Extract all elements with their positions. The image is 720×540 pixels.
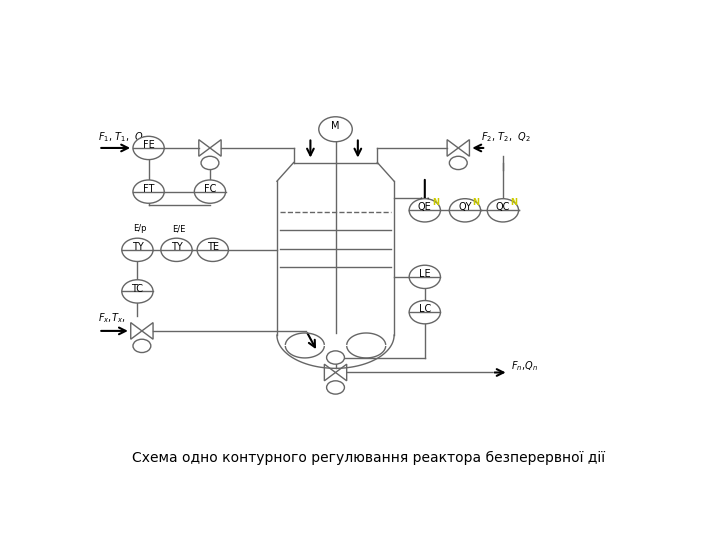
Circle shape xyxy=(194,180,225,203)
Text: N: N xyxy=(432,198,439,207)
Text: E/p: E/p xyxy=(133,224,147,233)
Circle shape xyxy=(122,238,153,261)
Circle shape xyxy=(487,199,518,222)
Text: TC: TC xyxy=(132,284,143,294)
Text: FE: FE xyxy=(143,140,155,150)
Text: TY: TY xyxy=(132,242,143,252)
Text: TE: TE xyxy=(207,242,219,252)
Circle shape xyxy=(133,339,150,353)
Text: TY: TY xyxy=(171,242,182,252)
Text: FC: FC xyxy=(204,184,216,194)
Circle shape xyxy=(122,280,153,303)
Text: LE: LE xyxy=(419,269,431,279)
Text: QY: QY xyxy=(458,202,472,212)
Circle shape xyxy=(409,301,441,324)
Circle shape xyxy=(133,180,164,203)
Circle shape xyxy=(449,199,481,222)
Circle shape xyxy=(327,351,344,364)
Circle shape xyxy=(409,265,441,288)
Circle shape xyxy=(319,117,352,141)
Text: Схема одно контурного регулювання реактора безперервної дії: Схема одно контурного регулювання реакто… xyxy=(132,451,606,465)
Circle shape xyxy=(449,156,467,170)
Circle shape xyxy=(197,238,228,261)
Text: $F_n$,$Q_n$: $F_n$,$Q_n$ xyxy=(511,359,538,373)
Text: FT: FT xyxy=(143,184,154,194)
Text: LC: LC xyxy=(418,305,431,314)
Text: E/E: E/E xyxy=(173,224,186,233)
Text: $F_2$, $T_2$,  $Q_2$: $F_2$, $T_2$, $Q_2$ xyxy=(481,131,530,145)
Circle shape xyxy=(161,238,192,261)
Text: M: M xyxy=(331,121,340,131)
Text: QC: QC xyxy=(496,202,510,212)
Circle shape xyxy=(409,199,441,222)
Text: QE: QE xyxy=(418,202,432,212)
Text: N: N xyxy=(510,198,518,207)
Circle shape xyxy=(327,381,344,394)
Circle shape xyxy=(133,136,164,160)
Text: N: N xyxy=(472,198,480,207)
Text: $F_1$, $T_1$,  $Q_1$: $F_1$, $T_1$, $Q_1$ xyxy=(99,131,148,145)
Text: $F_x$,$T_x$,: $F_x$,$T_x$, xyxy=(99,312,126,325)
Circle shape xyxy=(201,156,219,170)
